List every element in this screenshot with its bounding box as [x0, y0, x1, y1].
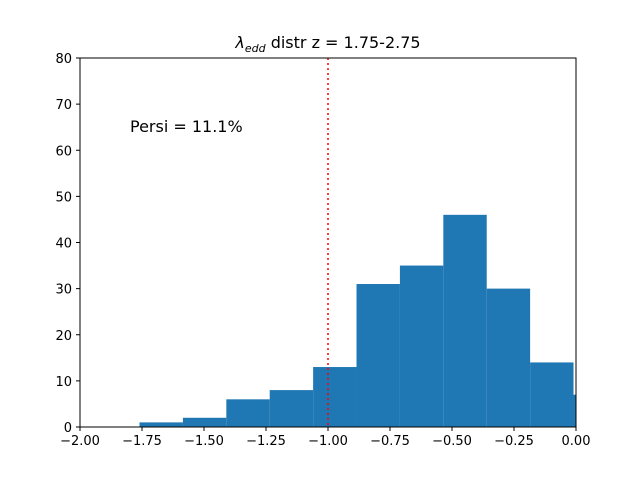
y-tick-label: 80 — [55, 52, 72, 67]
x-tick-label: 0.00 — [562, 434, 591, 449]
chart-title: λedd distr z = 1.75-2.75 — [234, 33, 420, 55]
histogram-bar-5 — [356, 284, 400, 427]
x-tick-label: −2.00 — [60, 434, 100, 449]
title-subscript: edd — [245, 42, 267, 55]
y-tick-label: 40 — [55, 237, 72, 252]
persi-annotation: Persi = 11.1% — [130, 117, 243, 136]
histogram-bar-2 — [226, 399, 270, 427]
y-tick-label: 30 — [55, 283, 72, 298]
histogram-bar-7 — [443, 214, 487, 427]
y-tick-label: 20 — [55, 329, 72, 344]
histogram-bar-0 — [139, 422, 183, 427]
title-symbol: λ — [234, 33, 244, 52]
x-tick-label: −1.25 — [246, 434, 286, 449]
y-tick-label: 50 — [55, 190, 72, 205]
histogram-bar-4 — [313, 367, 357, 427]
y-tick-label: 0 — [64, 421, 72, 436]
x-tick-label: −0.25 — [494, 434, 534, 449]
histogram-bar-9 — [530, 362, 574, 427]
y-tick-label: 70 — [55, 98, 72, 113]
histogram-bar-10 — [573, 394, 576, 427]
title-text: distr z = 1.75-2.75 — [266, 33, 421, 52]
y-axis-ticks: 0 10 20 30 40 50 60 70 80 — [55, 52, 80, 436]
x-tick-label: −1.50 — [184, 434, 224, 449]
x-tick-label: −1.75 — [122, 434, 162, 449]
histogram-bar-8 — [486, 288, 531, 427]
x-tick-label: −0.75 — [370, 434, 410, 449]
histogram-bar-6 — [399, 265, 444, 427]
bars — [139, 214, 576, 427]
histogram-bar-1 — [182, 417, 227, 427]
y-tick-label: 10 — [55, 375, 72, 390]
x-axis-ticks: −2.00 −1.75 −1.50 −1.25 −1.00 −0.75 −0.50 −0.25… — [60, 427, 590, 449]
x-tick-label: −0.50 — [432, 434, 472, 449]
x-tick-label: −1.00 — [308, 434, 348, 449]
histogram-bar-3 — [269, 390, 314, 427]
y-tick-label: 60 — [55, 144, 72, 159]
